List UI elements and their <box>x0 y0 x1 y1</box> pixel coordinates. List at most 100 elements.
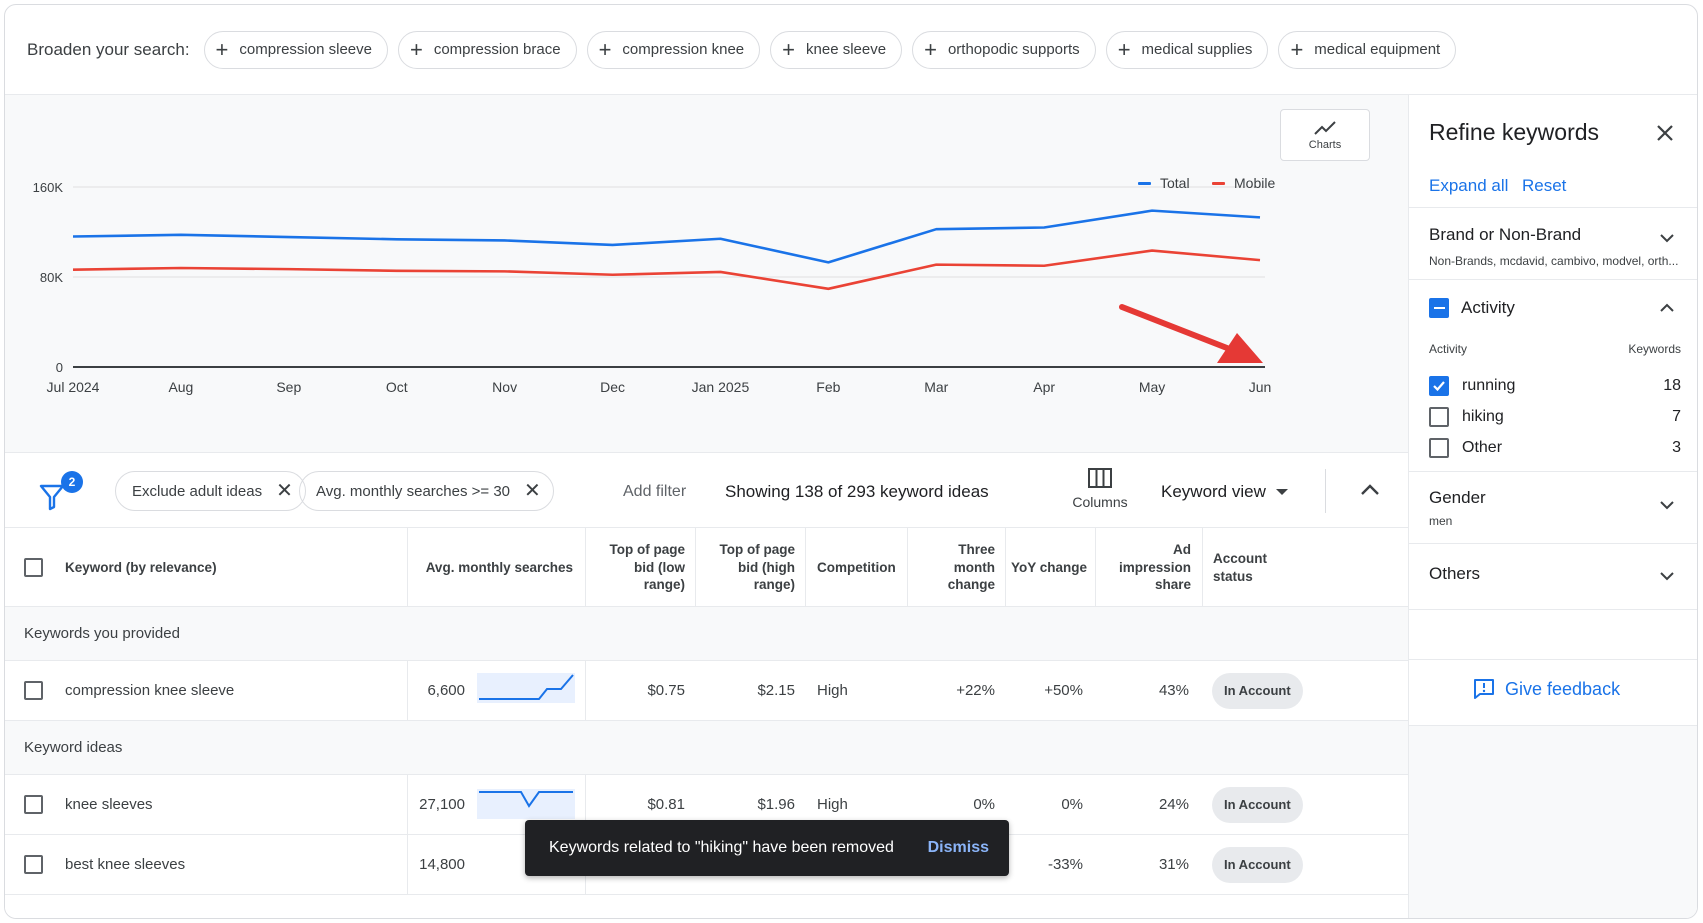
high-bid-cell: $2.15 <box>757 682 795 699</box>
trend-line-icon <box>1314 120 1336 135</box>
select-all-checkbox[interactable] <box>24 558 43 577</box>
add-filter-button[interactable]: Add filter <box>623 483 687 500</box>
series-line-mobile <box>72 249 1261 291</box>
broaden-chip[interactable]: + orthopodic supports <box>912 30 1096 69</box>
checkbox[interactable] <box>1429 438 1449 458</box>
checkbox[interactable] <box>1429 407 1449 427</box>
columns-button[interactable]: Columns <box>1065 467 1135 510</box>
activity-option-running[interactable]: running 18 <box>1429 374 1681 398</box>
filter-funnel-icon <box>39 484 65 511</box>
col-header-avg-searches[interactable]: Avg. monthly searches <box>425 559 573 575</box>
plus-icon: + <box>598 36 612 62</box>
activity-option-other[interactable]: Other 3 <box>1429 436 1681 460</box>
chip-label: orthopodic supports <box>947 41 1080 58</box>
select-all-cell[interactable] <box>24 528 43 607</box>
trend-sparkline <box>477 789 575 819</box>
col-header-status[interactable]: Account status <box>1213 550 1267 584</box>
checkbox-checked[interactable] <box>1429 376 1449 396</box>
filter-section-activity: Activity Activity Keywords running 18 hi… <box>1409 279 1697 471</box>
option-label: hiking <box>1462 408 1504 425</box>
option-count: 7 <box>1672 408 1681 425</box>
x-tick-label: May <box>1139 379 1165 395</box>
chevron-down-icon[interactable] <box>1659 230 1675 246</box>
charts-button[interactable]: Charts <box>1280 109 1370 161</box>
panel-footer-area <box>1409 725 1697 918</box>
table-row[interactable]: best knee sleeves 14,800 -17% -33% 31% I… <box>5 835 1408 895</box>
ad-share-cell: 31% <box>1158 856 1189 873</box>
expand-all-link[interactable]: Expand all <box>1429 176 1509 195</box>
activity-indeterminate-checkbox[interactable] <box>1429 298 1449 318</box>
filter-chip-exclude-adult[interactable]: Exclude adult ideas ✕ <box>115 471 306 511</box>
filter-chip-label: Exclude adult ideas <box>132 482 263 500</box>
col-header-competition[interactable]: Competition <box>817 559 896 575</box>
section-title: Others <box>1429 564 1481 583</box>
column-divider <box>407 661 408 721</box>
in-account-badge[interactable]: In Account <box>1212 786 1303 823</box>
filter-section-others[interactable]: Others <box>1409 543 1697 609</box>
table-row[interactable]: compression knee sleeve 6,600 $0.75 $2.1… <box>5 661 1408 721</box>
chip-label: medical equipment <box>1314 41 1441 58</box>
close-icon[interactable]: ✕ <box>276 480 293 502</box>
keyword-table: Keyword (by relevance) Avg. monthly sear… <box>5 528 1408 918</box>
columns-label: Columns <box>1072 494 1128 510</box>
yoy-cell: -33% <box>1047 856 1083 873</box>
plus-icon: + <box>215 36 229 62</box>
x-tick-label: Jul 2024 <box>47 379 100 395</box>
filter-button[interactable]: 2 <box>39 471 83 513</box>
snackbar: Keywords related to "hiking" have been r… <box>525 820 1009 876</box>
three-month-cell: +22% <box>956 682 995 699</box>
ad-share-cell: 24% <box>1158 796 1189 813</box>
give-feedback-button[interactable]: Give feedback <box>1472 678 1620 700</box>
filter-section-brand[interactable]: Brand or Non-Brand Non-Brands, mcdavid, … <box>1409 207 1697 279</box>
competition-cell: High <box>817 796 848 813</box>
legend-swatch <box>1212 181 1225 185</box>
in-account-badge[interactable]: In Account <box>1212 672 1303 709</box>
broaden-chip[interactable]: + compression brace <box>397 30 577 69</box>
filter-section-gender[interactable]: Gender men <box>1409 471 1697 543</box>
reset-link[interactable]: Reset <box>1522 176 1567 195</box>
columns-icon <box>1088 468 1112 488</box>
row-checkbox[interactable] <box>24 795 43 814</box>
broaden-chip[interactable]: + compression sleeve <box>203 30 388 69</box>
legend-item-mobile: Mobile <box>1212 175 1275 191</box>
x-tick-label: Sep <box>276 379 301 395</box>
x-tick-label: Jun <box>1249 379 1272 395</box>
broaden-chip[interactable]: + medical supplies <box>1105 30 1269 69</box>
legend-label: Total <box>1160 175 1190 191</box>
col-header-low-bid[interactable]: Top of page bid (low range) <box>609 542 686 593</box>
column-divider <box>585 661 586 721</box>
row-checkbox-cell[interactable] <box>24 661 43 720</box>
column-divider <box>695 528 696 607</box>
broaden-label: Broaden your search: <box>27 39 190 59</box>
col-header-three-month[interactable]: Three month change <box>947 542 995 593</box>
filter-chip-avg-searches[interactable]: Avg. monthly searches >= 30 ✕ <box>299 471 554 511</box>
annotation-arrow-shaft <box>1119 304 1230 351</box>
chevron-up-icon[interactable] <box>1359 479 1381 501</box>
chevron-down-icon[interactable] <box>1659 497 1675 513</box>
col-header-ad-share[interactable]: Ad impression share <box>1118 542 1191 593</box>
broaden-chip[interactable]: + medical equipment <box>1278 30 1457 69</box>
col-header-keyword[interactable]: Keyword (by relevance) <box>65 559 217 575</box>
dismiss-button[interactable]: Dismiss <box>927 839 989 856</box>
row-checkbox[interactable] <box>24 855 43 874</box>
close-icon[interactable]: ✕ <box>524 480 541 502</box>
feedback-icon <box>1474 679 1494 699</box>
keyword-view-dropdown[interactable]: Keyword view <box>1161 482 1288 502</box>
broaden-chip[interactable]: + knee sleeve <box>770 30 903 69</box>
col-header-yoy[interactable]: YoY change <box>1010 559 1087 575</box>
activity-option-hiking[interactable]: hiking 7 <box>1429 405 1681 429</box>
col-header-high-bid[interactable]: Top of page bid (high range) <box>719 542 796 593</box>
activity-column-label: Activity <box>1429 342 1468 356</box>
minus-icon <box>1433 307 1445 309</box>
close-icon[interactable] <box>1655 123 1675 143</box>
row-checkbox[interactable] <box>24 681 43 700</box>
row-checkbox-cell[interactable] <box>24 835 43 894</box>
yoy-cell: 0% <box>1061 796 1083 813</box>
in-account-badge[interactable]: In Account <box>1212 846 1303 883</box>
row-checkbox-cell[interactable] <box>24 775 43 834</box>
column-divider <box>407 528 408 607</box>
section-subtitle: men <box>1429 514 1453 528</box>
chevron-up-icon[interactable] <box>1659 300 1675 316</box>
broaden-chip[interactable]: + compression knee <box>586 30 761 69</box>
chevron-down-icon[interactable] <box>1659 568 1675 584</box>
